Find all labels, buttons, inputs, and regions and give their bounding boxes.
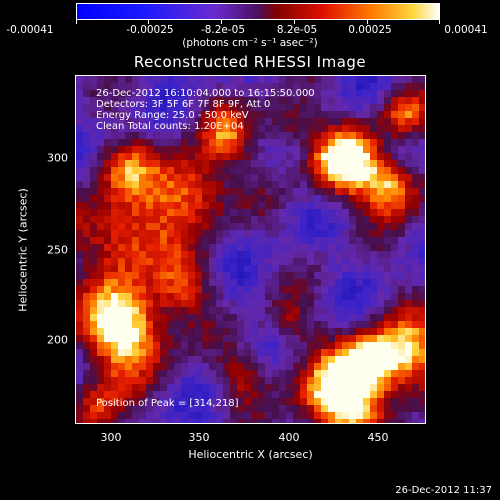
annotation-method: Clean Total counts: 1.20E+04 bbox=[96, 121, 244, 132]
x-tick-label: 350 bbox=[188, 431, 210, 444]
colorbar-tick-label: -0.00025 bbox=[126, 24, 174, 36]
heatmap-image bbox=[76, 76, 425, 423]
y-tick-label: 300 bbox=[47, 151, 68, 165]
plot-title: Reconstructed RHESSI Image bbox=[133, 53, 367, 71]
colorbar-tick-label: 8.2e-05 bbox=[276, 24, 318, 36]
image-plot: 26-Dec-2012 16:10:04.000 to 16:15:50.000… bbox=[75, 75, 426, 424]
y-axis-label: Heliocentric Y (arcsec) bbox=[16, 188, 30, 312]
colorbar bbox=[76, 3, 440, 20]
colorbar-tick-label: -0.00041 bbox=[6, 24, 54, 36]
x-tick-label: 450 bbox=[367, 431, 389, 444]
x-tick-label: 300 bbox=[100, 431, 122, 444]
y-tick-label: 200 bbox=[47, 333, 68, 347]
plot-datestamp: 26-Dec-2012 11:37 bbox=[395, 485, 492, 496]
x-tick-label: 400 bbox=[278, 431, 300, 444]
colorbar-tick-label: 0.00025 bbox=[348, 24, 392, 36]
annotation-detectors: Detectors: 3F 5F 6F 7F 8F 9F, Att 0 bbox=[96, 99, 271, 110]
annotation-energy: Energy Range: 25.0 - 50.0 keV bbox=[96, 110, 249, 121]
colorbar-gradient bbox=[77, 4, 439, 19]
annotation-peak: Position of Peak = [314,218] bbox=[96, 398, 239, 409]
colorbar-tick-label: -8.2e-05 bbox=[200, 24, 246, 36]
annotation-time: 26-Dec-2012 16:10:04.000 to 16:15:50.000 bbox=[96, 88, 315, 99]
colorbar-tick-label: 0.00041 bbox=[444, 24, 488, 36]
x-axis-label: Heliocentric X (arcsec) bbox=[188, 448, 313, 461]
colorbar-units: (photons cm⁻² s⁻¹ asec⁻²) bbox=[182, 37, 318, 49]
y-tick-label: 250 bbox=[47, 243, 68, 257]
